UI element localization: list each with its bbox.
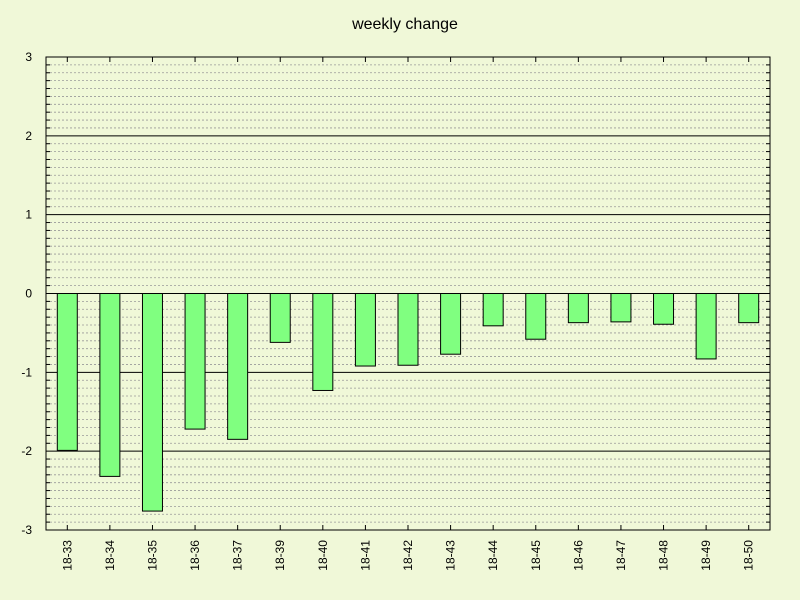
x-tick-label: 18-48 xyxy=(657,540,671,571)
bar-18-34 xyxy=(99,293,121,477)
x-tick-label: 18-36 xyxy=(188,540,202,571)
x-tick-label: 18-37 xyxy=(231,540,245,571)
x-tick-label: 18-44 xyxy=(486,540,500,571)
y-tick-label: -3 xyxy=(21,523,32,537)
x-tick-label: 18-43 xyxy=(444,540,458,571)
bar-18-35 xyxy=(141,293,163,512)
y-tick-label: 3 xyxy=(25,50,32,64)
x-tick-label: 18-39 xyxy=(273,540,287,571)
y-tick-label: 1 xyxy=(25,208,32,222)
bar-18-37 xyxy=(227,293,249,440)
x-tick-label: 18-47 xyxy=(614,540,628,571)
x-tick-label: 18-50 xyxy=(742,540,756,571)
x-tick-label: 18-34 xyxy=(103,540,117,571)
bar-18-45 xyxy=(525,293,547,340)
x-tick-label: 18-45 xyxy=(529,540,543,571)
bar-18-46 xyxy=(567,293,589,324)
bar-18-50 xyxy=(738,293,760,324)
x-tick-label: 18-40 xyxy=(316,540,330,571)
x-tick-label: 18-46 xyxy=(571,540,585,571)
y-tick-label: -2 xyxy=(21,444,32,458)
bar-18-36 xyxy=(184,293,206,430)
x-tick-label: 18-33 xyxy=(60,540,74,571)
y-tick-label: 0 xyxy=(25,287,32,301)
x-tick-label: 18-42 xyxy=(401,540,415,571)
x-tick-label: 18-49 xyxy=(699,540,713,571)
bar-18-47 xyxy=(610,293,632,323)
bar-18-43 xyxy=(440,293,462,355)
bar-18-33 xyxy=(56,293,78,451)
bar-18-39 xyxy=(269,293,291,343)
plot-border xyxy=(45,56,771,531)
chart-title: weekly change xyxy=(352,16,458,33)
bar-18-41 xyxy=(354,293,376,367)
y-tick-label: -1 xyxy=(21,365,32,379)
y-tick-label: 2 xyxy=(25,129,32,143)
bar-18-48 xyxy=(653,293,675,325)
x-tick-label: 18-41 xyxy=(358,540,372,571)
bar-18-42 xyxy=(397,293,419,366)
bar-18-40 xyxy=(312,293,334,391)
bar-18-49 xyxy=(695,293,717,360)
bar-18-44 xyxy=(482,293,504,327)
x-tick-label: 18-35 xyxy=(145,540,159,571)
